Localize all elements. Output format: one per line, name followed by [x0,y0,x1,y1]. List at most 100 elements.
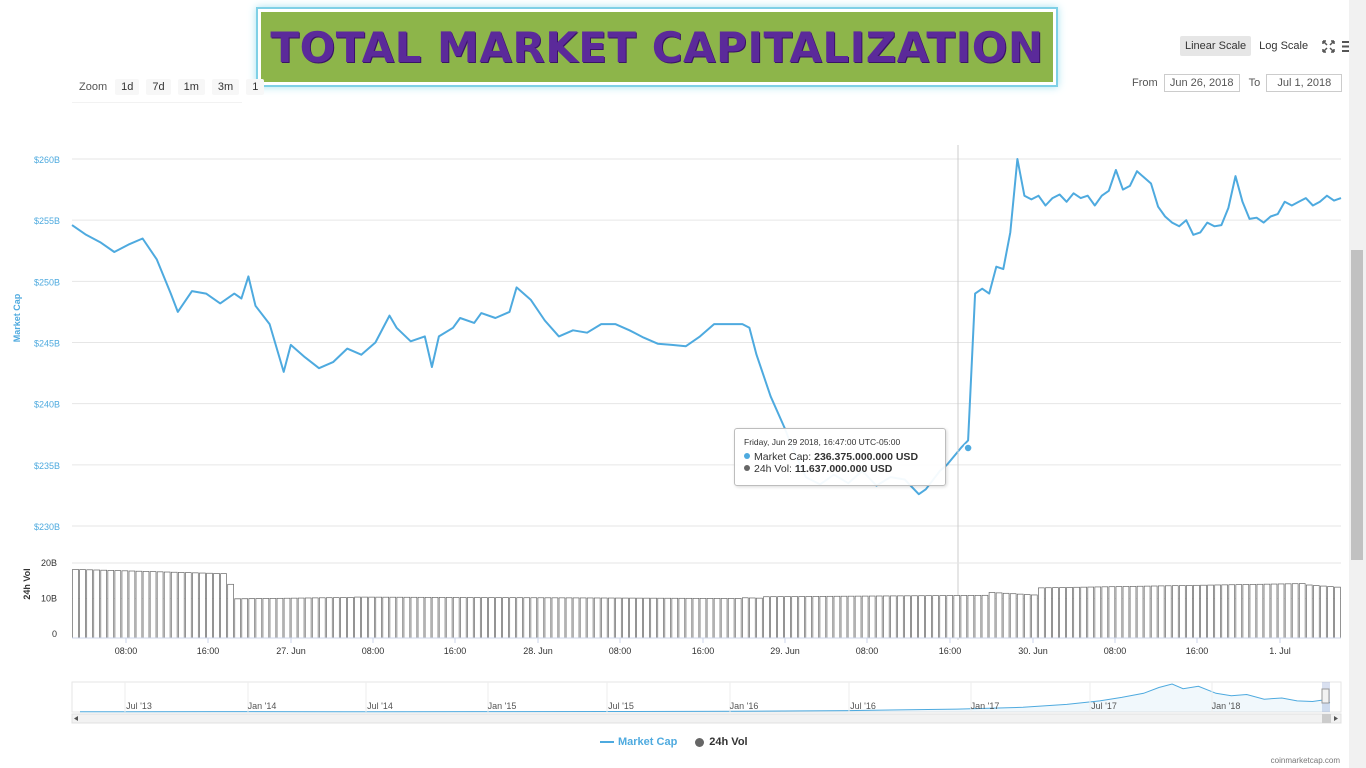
x-tick-label: 29. Jun [770,646,800,656]
volume-bar [227,583,234,639]
title-banner: TOTAL MARKET CAPITALIZATION [258,9,1056,85]
navigator-tick-label: Jan '15 [488,701,517,711]
y-axis-title-volume: 24h Vol [22,568,32,599]
volume-bar [234,598,241,639]
y-tick-label: $255B [34,216,60,226]
volume-bar [1263,583,1271,639]
x-tick-label: 16:00 [444,646,467,656]
volume-bar [1277,583,1285,639]
volume-bar [1305,584,1313,639]
navigator-frame [71,681,1342,713]
volume-bar [340,597,347,639]
volume-bar [1320,585,1327,639]
volume-bar [516,597,523,639]
navigator-tick-label: Jan '16 [730,701,759,711]
chart-legend: Market Cap 24h Vol [600,736,766,748]
volume-tick-label: 0 [52,629,57,639]
volume-bar [1122,586,1130,639]
volume-bar [812,596,820,639]
volume-bar [86,569,93,639]
crosshair-marker [963,443,973,453]
volume-bar [495,597,502,639]
navigator-tick-label: Jul '15 [608,701,634,711]
volume-bar [1101,586,1109,639]
scrollbar-thumb[interactable] [1351,250,1363,560]
x-tick-label: 08:00 [609,646,632,656]
volume-bar [890,595,897,639]
volume-bar [629,597,636,639]
volume-bar [121,570,129,639]
volume-bar [452,597,460,639]
zoom-1m-button[interactable]: 1m [177,79,205,95]
navigator-line [79,683,1331,713]
dot-legend-icon [695,737,705,747]
linear-scale-button[interactable]: Linear Scale [1180,36,1252,56]
legend-item-volume[interactable]: 24h Vol [695,736,748,748]
volume-bar [389,596,397,639]
volume-bar [445,597,453,639]
volume-bar [932,595,939,639]
volume-bar [537,597,545,639]
zoom-1d-button[interactable]: 1d [115,79,140,95]
x-tick-label: 16:00 [1186,646,1209,656]
volume-bar [882,595,890,639]
volume-bar [333,597,340,639]
volume-bar [791,596,798,639]
volume-bar [593,597,601,639]
volume-bar [368,596,375,639]
volume-bar [206,572,213,639]
volume-bar [185,572,192,639]
volume-bar [685,597,693,639]
volume-bar [128,570,136,639]
navigator-tick-label: Jul '13 [126,701,152,711]
volume-bar [1235,584,1243,639]
volume-bar [1150,585,1158,639]
volume-bar [1023,594,1031,639]
to-date-input[interactable]: Jul 1, 2018 [1266,74,1343,92]
zoom-1-button[interactable]: 1 [246,79,265,95]
volume-bar [460,597,467,639]
page-scrollbar[interactable] [1349,0,1366,768]
volume-bar [981,594,989,639]
volume-bar [1186,585,1193,639]
volume-panel: 0 10B 20B [41,558,1341,639]
volume-bar [664,597,671,639]
legend-item-market-cap[interactable]: Market Cap [600,736,677,748]
volume-bar [1052,587,1059,639]
volume-bar [1228,584,1236,639]
volume-bar [1256,583,1264,639]
fullscreen-icon[interactable] [1319,37,1337,55]
x-tick-label: 27. Jun [276,646,306,656]
volume-bar [290,597,298,639]
volume-bar [311,597,319,639]
volume-bar [960,595,968,639]
from-date-input[interactable]: Jun 26, 2018 [1163,74,1240,92]
from-label: From [1132,77,1158,89]
log-scale-button[interactable]: Log Scale [1259,40,1309,52]
zoom-7d-button[interactable]: 7d [146,79,171,95]
volume-bar [1038,587,1045,639]
volume-bar [1080,586,1087,639]
volume-bar [72,569,79,639]
volume-bar [756,597,763,639]
volume-bar [840,595,848,639]
volume-bar [93,569,100,639]
volume-bar [678,597,686,639]
zoom-3m-button[interactable]: 3m [211,79,240,95]
volume-bar [107,570,115,639]
volume-bar [417,596,425,639]
volume-bar [699,598,707,639]
volume-bar [276,597,284,639]
zoom-controls: Zoom 1d 7d 1m 3m 1 [72,72,265,103]
volume-bar [1129,586,1137,639]
volume-bar [1066,587,1073,639]
volume-bar [467,597,474,639]
volume-bar [544,597,552,639]
volume-bar [608,597,615,639]
volume-bar [1193,584,1200,639]
tooltip-volume-value: 11.637.000.000 USD [794,463,893,475]
volume-bar [410,596,418,639]
volume-bar [826,595,834,639]
volume-bar [375,596,382,639]
